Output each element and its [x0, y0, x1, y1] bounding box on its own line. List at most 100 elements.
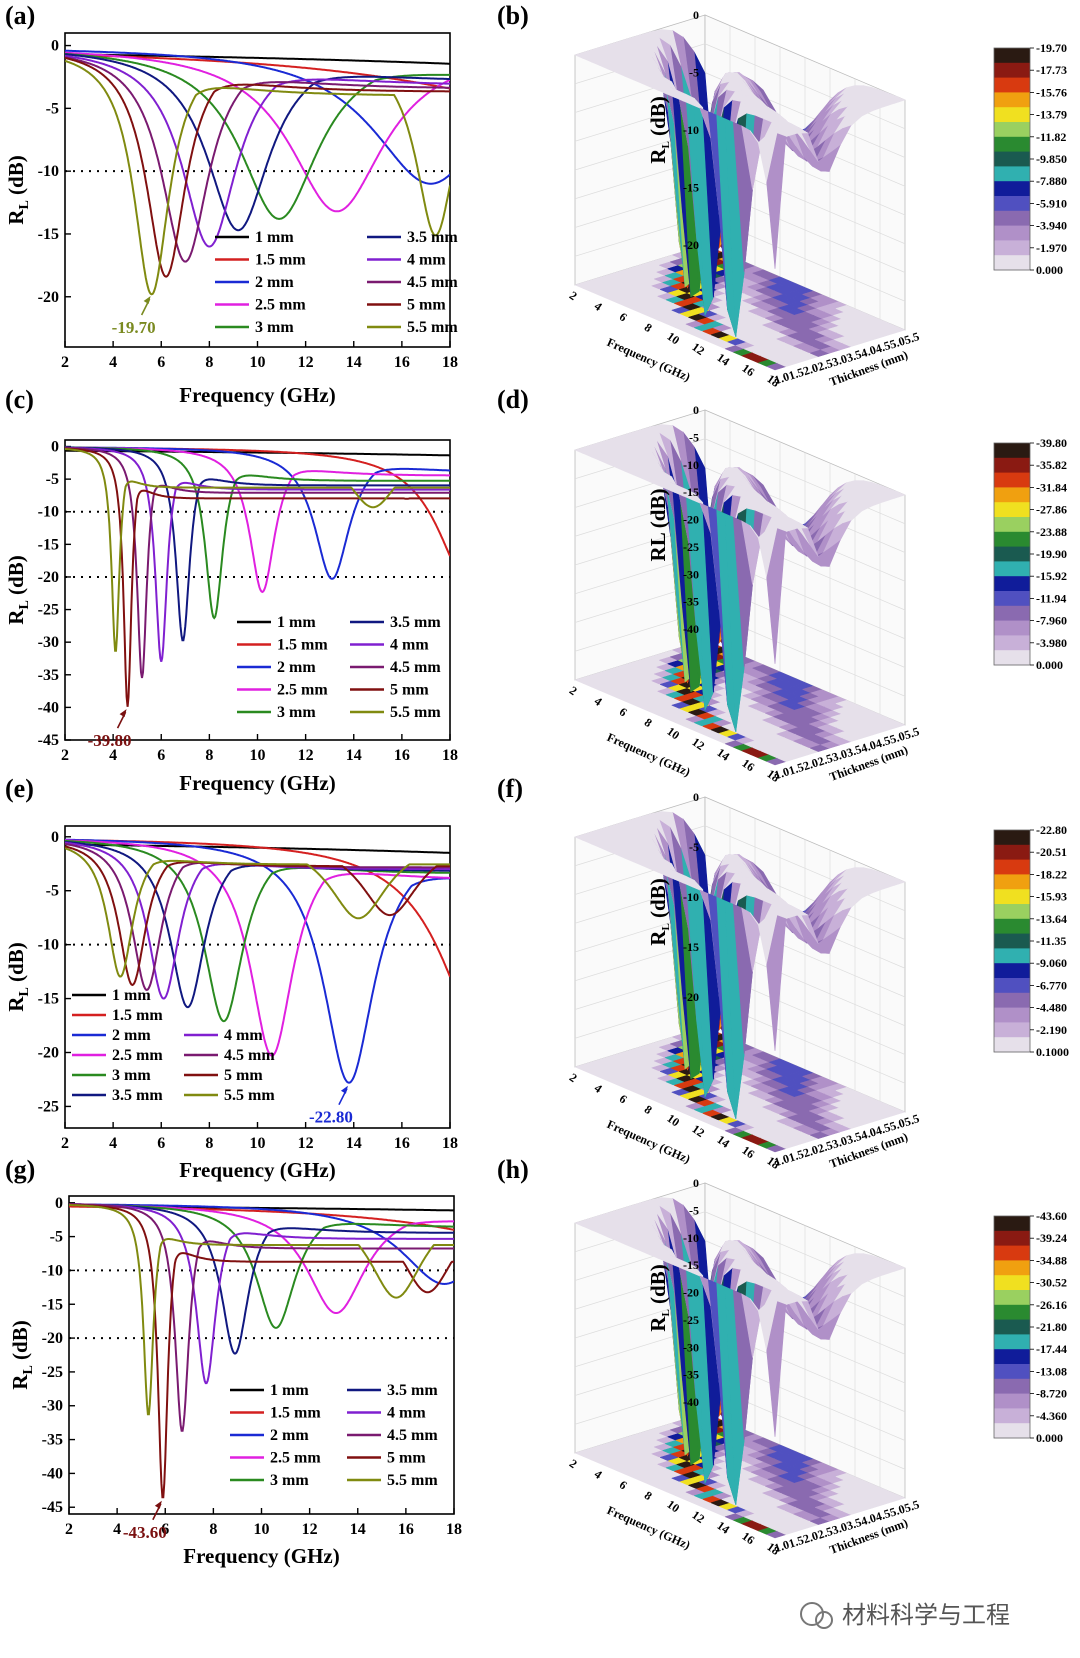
legend-label: 2.5 mm — [112, 1047, 163, 1064]
colorbar-band — [994, 1007, 1030, 1023]
freq-tick-label: 14 — [714, 745, 732, 763]
series-line-5-mm — [65, 845, 450, 987]
legend: 1 mm 1.5 mm 2 mm 2.5 mm 3 mm 3.5 mm 4 mm 4.5 mm… — [72, 987, 275, 1104]
freq-tick-label: 2 — [567, 288, 580, 303]
legend-label: 4.5 mm — [407, 274, 458, 291]
thickness-tick-label: 3.5 — [845, 1515, 864, 1533]
z-tick-label: -5 — [689, 66, 699, 80]
panel-label: (g) — [5, 1155, 35, 1184]
thickness-tick-label: 4.0 — [859, 1511, 878, 1529]
colorbar-band — [994, 591, 1030, 607]
series-line-3-mm — [65, 446, 450, 620]
series-line-2-mm — [69, 1203, 454, 1286]
annotation-label: -22.80 — [309, 1108, 353, 1127]
colorbar-band — [994, 1216, 1030, 1232]
z-tick-label: -20 — [683, 513, 699, 527]
colorbar-band — [994, 1290, 1030, 1306]
y-tick-label: -10 — [38, 504, 59, 521]
freq-tick-label: 12 — [689, 340, 707, 358]
panel-label: (f) — [497, 774, 523, 803]
annotation-arrowhead — [154, 1500, 162, 1509]
thickness-tick-label: 5.5 — [902, 724, 921, 742]
x-tick-label: 2 — [65, 1521, 73, 1538]
legend-label: 2.5 mm — [277, 682, 328, 699]
colorbar-label: -31.84 — [1036, 480, 1067, 494]
panel-label: (e) — [5, 774, 34, 803]
colorbar-label: -26.16 — [1036, 1298, 1067, 1312]
thickness-tick-label: 3.0 — [830, 1519, 849, 1537]
thickness-tick-label: 3.5 — [845, 347, 864, 365]
series-line-5-5-mm — [65, 59, 450, 296]
grid-line — [704, 438, 906, 525]
colorbar-band — [994, 918, 1030, 935]
x-tick-label: 16 — [394, 747, 410, 764]
colorbar-label: -7.880 — [1036, 174, 1067, 188]
legend: 1 mm 1.5 mm 2 mm 2.5 mm 3 mm 3.5 mm 4 mm 4.5 mm… — [237, 614, 441, 721]
legend-label: 5.5 mm — [387, 1472, 438, 1489]
colorbar: -39.80 -35.82 -31.84 -27.86 -23.88 -19.90 -15.… — [993, 436, 1067, 672]
watermark: 材料科学与工程 — [800, 1601, 1010, 1629]
z-tick-label: -15 — [683, 1258, 699, 1272]
x-tick-label: 6 — [157, 747, 165, 764]
z-tick-label: -5 — [689, 1203, 699, 1217]
z-tick-label: -35 — [683, 595, 699, 609]
freq-axis-label: Frequency (GHz) — [605, 730, 692, 779]
z-tick-label: -40 — [683, 1395, 699, 1409]
colorbar-label: 0.000 — [1036, 1431, 1063, 1445]
legend-label: 4.5 mm — [390, 659, 441, 676]
legend-label: 1 mm — [112, 987, 151, 1004]
z-tick-label: 0 — [693, 790, 699, 804]
y-tick-label: -10 — [42, 1262, 63, 1279]
series-line-4-5-mm — [65, 446, 450, 679]
thickness-tick-label: 1.0 — [772, 1537, 791, 1555]
legend-label: 3.5 mm — [112, 1087, 163, 1104]
panel-label: (a) — [5, 1, 35, 30]
series-line-4-5-mm — [69, 1203, 454, 1432]
legend-label: 5.5 mm — [390, 704, 441, 721]
thickness-tick-label: 4.5 — [874, 1120, 893, 1138]
z-tick-label: -15 — [683, 181, 699, 195]
thickness-tick-label: 1.0 — [772, 764, 791, 782]
x-tick-label: 2 — [61, 354, 69, 371]
freq-tick-label: 16 — [739, 756, 757, 774]
freq-tick-label: 10 — [664, 1497, 682, 1515]
legend-label: 3 mm — [277, 704, 316, 721]
thickness-tick-label: 1.0 — [772, 369, 791, 387]
colorbar-band — [994, 1364, 1030, 1380]
thickness-tick-label: 5.5 — [902, 1111, 921, 1129]
colorbar-label: -21.80 — [1036, 1320, 1067, 1334]
grid-line — [704, 1211, 906, 1298]
series-line-4-mm — [65, 446, 450, 662]
colorbar-label: -27.86 — [1036, 503, 1067, 517]
line-chart-e: (e) 2 4 6 8 10 12 14 16 18 0 -5 -10 -15 -20 -25 Frequenc… — [4, 774, 458, 1182]
colorbar-band — [994, 889, 1030, 905]
freq-tick-label: 6 — [617, 1092, 630, 1107]
x-axis-label: Frequency (GHz) — [183, 1544, 340, 1568]
colorbar-label: -19.90 — [1036, 547, 1067, 561]
colorbar-label: -4.480 — [1036, 1001, 1067, 1015]
series-line-4-5-mm — [65, 56, 450, 263]
colorbar-band — [994, 151, 1030, 167]
colorbar-label: 0.000 — [1036, 658, 1063, 672]
x-tick-label: 18 — [442, 747, 458, 764]
z-tick-label: -25 — [683, 540, 699, 554]
freq-tick-label: 6 — [617, 1478, 630, 1493]
colorbar-label: -11.82 — [1036, 130, 1066, 144]
y-axis-label: RL (dB) — [4, 942, 32, 1011]
x-tick-label: 4 — [109, 354, 117, 371]
colorbar-label: -7.960 — [1036, 614, 1067, 628]
legend-label: 3 mm — [255, 319, 294, 336]
freq-tick-label: 12 — [689, 1122, 707, 1140]
legend-label: 1.5 mm — [112, 1007, 163, 1024]
series-group — [65, 49, 450, 296]
colorbar-label: 0.1000 — [1036, 1045, 1069, 1059]
colorbar-label: -1.970 — [1036, 241, 1067, 255]
legend-label: 1 mm — [255, 229, 294, 246]
legend-label: 1 mm — [270, 1382, 309, 1399]
colorbar-band — [994, 546, 1030, 562]
colorbar-band — [994, 605, 1030, 622]
colorbar-band — [994, 635, 1030, 651]
surface-y-axis-label: RL (dB) — [646, 96, 672, 163]
